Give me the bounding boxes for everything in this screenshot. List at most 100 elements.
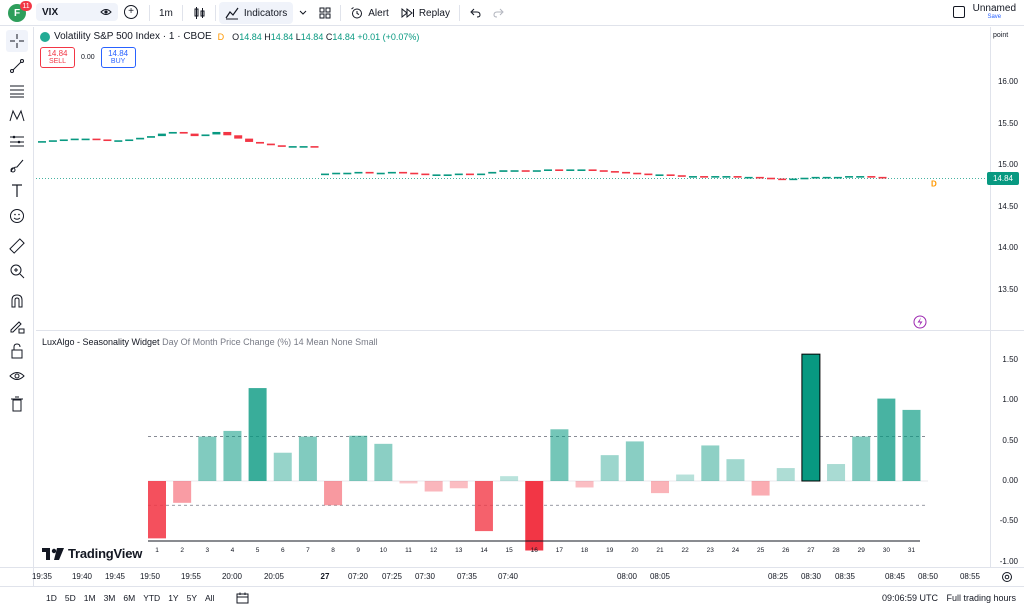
day-tick-label: 28 xyxy=(832,547,840,554)
time-tick-label: 08:50 xyxy=(917,572,939,581)
zoom-tool[interactable] xyxy=(6,260,28,282)
interval-button[interactable]: 1m xyxy=(153,2,179,24)
time-tick-label: 19:35 xyxy=(31,572,53,581)
day-tick-label: 23 xyxy=(707,547,715,554)
forecast-tool[interactable] xyxy=(6,130,28,152)
replay-button[interactable]: Replay xyxy=(395,2,456,24)
range-all-button[interactable]: All xyxy=(205,592,215,603)
low-value: 14.84 xyxy=(300,31,324,42)
day-tick-label: 29 xyxy=(858,547,866,554)
range-5d-button[interactable]: 5D xyxy=(64,592,76,603)
toolbar-divider xyxy=(340,5,342,21)
gear-icon[interactable] xyxy=(1001,571,1013,583)
price-scale-mode[interactable]: point xyxy=(993,32,1009,39)
magnet-icon xyxy=(11,294,22,308)
calendar-range-icon[interactable] xyxy=(236,592,250,604)
utc-clock[interactable]: 09:06:59 UTC xyxy=(881,593,938,603)
symbol-eye-icon[interactable] xyxy=(100,7,112,17)
range-ytd-button[interactable]: YTD xyxy=(143,592,161,603)
alert-label: Alert xyxy=(368,7,389,19)
candle xyxy=(822,176,831,179)
time-tick-label: 19:45 xyxy=(104,572,126,581)
time-tick-label: 07:30 xyxy=(414,572,436,581)
low-label: L xyxy=(295,31,301,42)
buy-button[interactable]: 14.84 BUY xyxy=(100,47,136,68)
delete-tool[interactable] xyxy=(6,393,28,415)
candle xyxy=(365,171,374,174)
alert-button[interactable]: Alert xyxy=(344,2,395,24)
legend-title[interactable]: Volatility S&P 500 Index · 1 · CBOE xyxy=(54,31,212,42)
pane-separator[interactable] xyxy=(36,330,1024,331)
lock-tool[interactable] xyxy=(6,340,28,362)
indicator-legend[interactable]: LuxAlgo - Seasonality Widget Day Of Mont… xyxy=(42,337,378,347)
open-label: O xyxy=(232,31,240,42)
day-tick-label: 9 xyxy=(356,547,360,554)
sell-price: 14.84 xyxy=(47,48,68,58)
fib-retracement-icon xyxy=(9,85,24,98)
candle xyxy=(767,177,775,180)
time-axis[interactable]: 19:35 19:40 19:45 19:50 19:55 20:00 20:05 27 07:… xyxy=(0,567,1024,585)
close-label: C xyxy=(325,31,333,42)
range-6m-button[interactable]: 6M xyxy=(123,592,136,603)
toolbar-divider xyxy=(458,5,460,21)
undo-button[interactable] xyxy=(463,2,487,24)
lock-drawings-tool[interactable] xyxy=(6,315,28,337)
session-toggle[interactable]: Full trading hours xyxy=(946,593,1016,603)
ruler-icon xyxy=(8,238,25,254)
pattern-tool[interactable] xyxy=(6,105,28,127)
price-axis[interactable]: 16.00 15.50 15.00 14.50 14.00 13.50 1.50 1.00 0.… xyxy=(990,27,1024,567)
candle xyxy=(421,173,430,176)
fib-tool[interactable] xyxy=(6,80,28,102)
lightning-icon xyxy=(917,317,923,327)
crosshair-tool[interactable] xyxy=(5,30,28,52)
range-1y-button[interactable]: 1Y xyxy=(168,592,179,603)
seasonality-bar xyxy=(877,398,896,481)
seasonality-bar xyxy=(198,436,217,481)
ruler-tool[interactable] xyxy=(6,235,28,257)
emoji-tool[interactable] xyxy=(6,205,28,227)
brush-tool[interactable] xyxy=(6,155,28,177)
sell-button[interactable]: 14.84 SELL xyxy=(40,47,75,68)
candle xyxy=(277,145,286,147)
seasonality-bar xyxy=(525,481,544,551)
candle xyxy=(465,173,474,176)
candle xyxy=(92,138,101,141)
seasonality-bar xyxy=(223,430,242,481)
layout-save[interactable]: Save xyxy=(987,14,1002,20)
trendline-tool[interactable] xyxy=(6,55,28,77)
symbol-search[interactable]: VIX xyxy=(36,3,118,21)
compare-plus-icon[interactable]: + xyxy=(124,5,138,19)
notification-badge: 11 xyxy=(20,1,32,11)
magnet-tool[interactable] xyxy=(6,290,28,312)
layouts-button[interactable] xyxy=(313,2,337,24)
candle xyxy=(778,178,787,181)
seasonality-bar xyxy=(726,459,745,481)
tradingview-logo[interactable]: TradingView xyxy=(42,546,142,561)
high-label: H xyxy=(264,31,271,42)
day-tick-label: 15 xyxy=(505,547,513,554)
toolbar-divider xyxy=(214,5,216,21)
text-icon xyxy=(11,184,22,197)
candle xyxy=(114,140,123,142)
range-1m-button[interactable]: 1M xyxy=(83,592,96,603)
range-3m-button[interactable]: 3M xyxy=(103,592,116,603)
pattern-icon xyxy=(9,109,24,122)
range-1d-button[interactable]: 1D xyxy=(46,592,57,603)
seasonality-bar xyxy=(500,476,519,481)
range-5y-button[interactable]: 5Y xyxy=(186,592,197,603)
chart-type-button[interactable] xyxy=(186,2,212,24)
toolbar-divider xyxy=(149,5,150,21)
seasonality-bar xyxy=(625,441,644,481)
day-tick-label: 3 xyxy=(205,547,209,554)
redo-button[interactable] xyxy=(487,2,511,24)
candle xyxy=(488,171,497,174)
indicators-button[interactable]: Indicators xyxy=(218,2,294,24)
text-tool[interactable] xyxy=(6,180,28,202)
visibility-tool[interactable] xyxy=(6,365,28,387)
layout-name[interactable]: Unnamed Save xyxy=(952,3,1016,20)
candle xyxy=(179,131,188,134)
candle xyxy=(521,170,530,172)
pencil-lock-icon xyxy=(10,321,24,334)
indicators-dropdown[interactable] xyxy=(293,2,313,24)
